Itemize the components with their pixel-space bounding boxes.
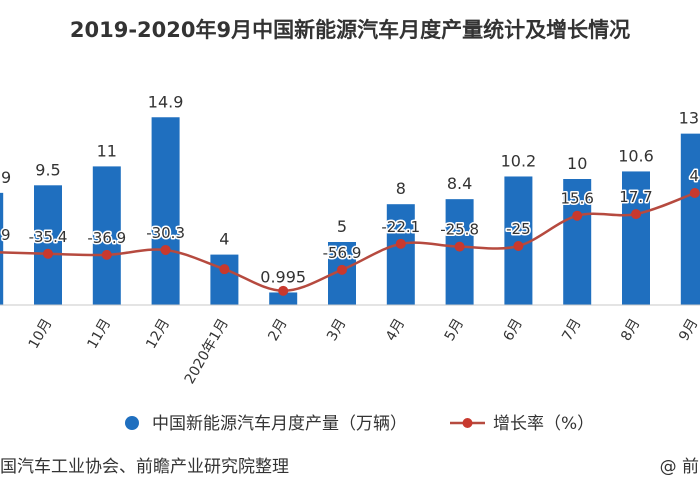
production-bar-label-11: 10.6 <box>618 146 654 165</box>
production-bar-label-1: 9.5 <box>35 160 60 179</box>
credit-note: @ 前 <box>660 457 699 477</box>
growth-label-10: 15.6 <box>560 190 593 208</box>
growth-marker-1 <box>43 248 53 259</box>
x-tick-label-3: 12月 <box>143 316 173 352</box>
production-bar-label-10: 10 <box>567 154 587 173</box>
production-bar-11 <box>622 171 650 305</box>
growth-marker-7 <box>395 238 406 249</box>
growth-label-12: 4 <box>689 167 699 185</box>
growth-marker-12 <box>689 188 700 198</box>
growth-marker-9 <box>513 241 524 252</box>
growth-marker-3 <box>160 244 171 255</box>
production-bar-12 <box>680 133 700 305</box>
x-tick-label-6: 3月 <box>324 316 349 344</box>
production-bar-4 <box>210 254 239 305</box>
legend-label-production: 中国新能源汽车月度产量（万辆） <box>152 414 407 434</box>
production-bar-9 <box>504 176 533 305</box>
production-bar-label-5: 0.995 <box>260 267 306 286</box>
production-bar-2 <box>92 166 121 305</box>
chart-title: 2019-2020年9月中国新能源汽车月度产量统计及增长情况 <box>70 18 630 42</box>
x-tick-label-2: 11月 <box>84 316 114 352</box>
production-bar-0 <box>0 192 4 305</box>
growth-label-9: -25 <box>506 220 531 238</box>
legend-item-production: 中国新能源汽车月度产量（万辆） <box>125 414 407 434</box>
growth-marker-series <box>43 188 700 296</box>
legend-bar-swatch <box>125 416 139 430</box>
growth-label-11: 17.7 <box>619 188 652 206</box>
x-axis-tick-labels: 10月 11月 12月 2020年1月 2月 3月 4月 5月 6月 7月 8月 9月 <box>26 316 700 387</box>
growth-label-3: -30.3 <box>146 224 185 242</box>
growth-label-2: -36.9 <box>87 229 126 247</box>
growth-label-6: -56.9 <box>323 244 362 262</box>
growth-marker-10 <box>572 210 583 221</box>
production-bar-10 <box>563 179 592 305</box>
x-tick-label-4: 2020年1月 <box>182 316 232 387</box>
growth-marker-2 <box>101 249 112 260</box>
production-bar-label-6: 5 <box>337 217 347 236</box>
growth-marker-8 <box>454 241 465 252</box>
growth-label-1: -35.4 <box>29 228 68 246</box>
production-bar-label-9: 10.2 <box>501 151 537 170</box>
growth-marker-4 <box>219 264 230 275</box>
production-bar-label-12: 13 <box>679 109 699 128</box>
production-bar-series <box>0 117 700 305</box>
growth-marker-5 <box>278 285 289 296</box>
x-tick-label-9: 6月 <box>501 316 526 344</box>
legend: 中国新能源汽车月度产量（万辆） 增长率（%） <box>125 414 594 434</box>
x-tick-label-7: 4月 <box>383 316 408 344</box>
x-tick-label-5: 2月 <box>265 316 290 344</box>
growth-label-8: -25.8 <box>440 221 479 239</box>
legend-line-marker <box>462 418 473 428</box>
x-tick-label-1: 10月 <box>26 316 56 352</box>
production-bar-1 <box>34 185 62 305</box>
production-bar-label-3: 14.9 <box>148 92 184 111</box>
x-tick-label-8: 5月 <box>442 316 467 344</box>
growth-label-7: -22.1 <box>381 218 420 236</box>
x-tick-label-12: 9月 <box>676 316 700 344</box>
production-bar-label-4: 4 <box>219 230 229 249</box>
growth-rate-labels: 9 -35.4 -36.9 -30.3 -56.9 -22.1 -25.8 -25 15.6 17… <box>0 166 700 264</box>
production-bar-label-7: 8 <box>396 179 406 198</box>
legend-label-growth: 增长率（%） <box>493 414 594 434</box>
production-bar-label-0: 9 <box>1 168 11 187</box>
x-tick-label-10: 7月 <box>559 316 584 344</box>
source-note: 国汽车工业协会、前瞻产业研究院整理 <box>0 457 289 477</box>
production-bar-3 <box>151 117 180 305</box>
production-bar-labels: 9 9.5 11 14.9 4 0.995 5 8 8.4 10.2 10 10.6 13 <box>1 92 699 286</box>
growth-marker-11 <box>631 209 641 220</box>
production-bar-label-2: 11 <box>97 141 117 160</box>
growth-marker-6 <box>337 264 347 275</box>
production-bar-8 <box>445 199 474 305</box>
legend-item-growth: 增长率（%） <box>450 414 594 434</box>
production-bar-7 <box>386 204 415 305</box>
production-bar-label-8: 8.4 <box>447 174 472 193</box>
production-bar-5 <box>269 292 298 305</box>
growth-label-0: 9 <box>1 226 11 244</box>
x-tick-label-11: 8月 <box>618 316 643 344</box>
